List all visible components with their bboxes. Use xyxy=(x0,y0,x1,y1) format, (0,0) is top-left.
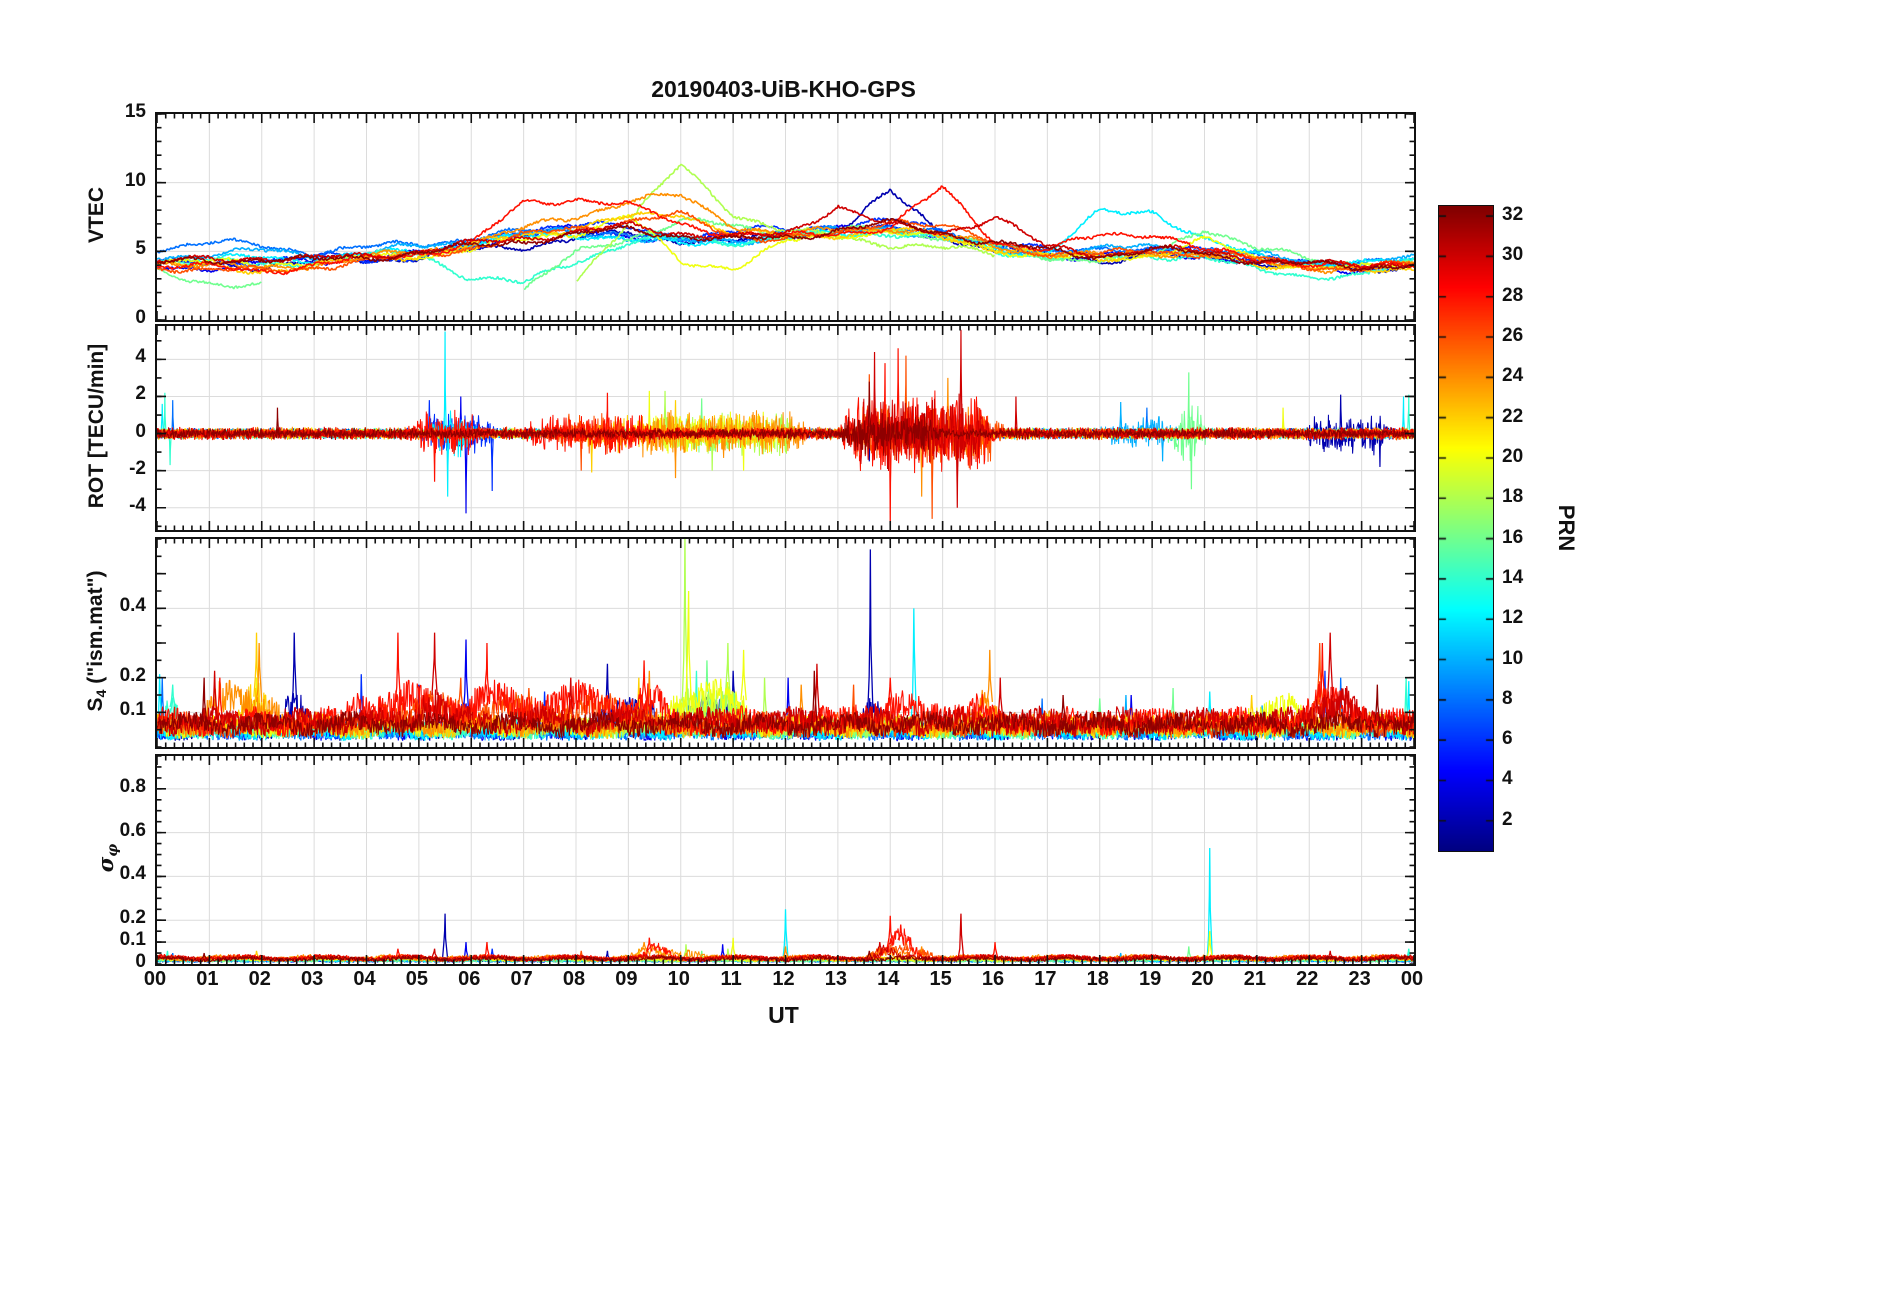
x-tick-label: 15 xyxy=(929,968,952,990)
y-tick-label: 0.1 xyxy=(119,929,146,951)
x-tick-label: 22 xyxy=(1296,968,1319,990)
x-tick-label: 21 xyxy=(1243,968,1266,990)
y-tick-label: 0.4 xyxy=(119,863,146,885)
colorbar-tick-label: 14 xyxy=(1502,566,1524,588)
x-tick-label: 08 xyxy=(562,968,586,990)
axis-label-segment: S xyxy=(83,697,107,712)
colorbar-tick-label: 18 xyxy=(1502,486,1524,508)
axis-label-segment: 4 xyxy=(94,689,111,698)
sigma-phi-axis-label: σφ xyxy=(93,844,121,872)
x-tick-label: 18 xyxy=(1086,968,1109,990)
colorbar-label: PRN xyxy=(1554,504,1579,551)
colorbar-tick-label: 4 xyxy=(1502,768,1513,790)
x-tick-label: 17 xyxy=(1034,968,1057,990)
x-tick-label: 04 xyxy=(353,968,376,990)
colorbar-tick-label: 20 xyxy=(1502,445,1524,467)
x-tick-label: 02 xyxy=(248,968,271,990)
y-tick-label: 10 xyxy=(124,169,146,191)
y-tick-label: 0 xyxy=(135,307,146,328)
s4-panel xyxy=(155,537,1416,749)
y-tick-label: 0.1 xyxy=(119,699,146,721)
prn-colorbar xyxy=(1438,205,1494,852)
colorbar-gradient xyxy=(1439,206,1493,851)
colorbar-tick-label: 24 xyxy=(1502,365,1524,387)
axis-label-segment: σ xyxy=(92,856,118,873)
y-tick-label: 15 xyxy=(124,101,146,122)
x-tick-label: 07 xyxy=(510,968,533,990)
y-tick-label: 4 xyxy=(135,346,146,368)
axis-label-segment: φ xyxy=(105,843,122,857)
vtec-panel xyxy=(155,112,1416,322)
x-tick-label: 10 xyxy=(667,968,690,990)
x-tick-label: 06 xyxy=(458,968,481,990)
vtec-axis-label: VTEC xyxy=(85,187,109,243)
colorbar-tick-label: 22 xyxy=(1502,405,1524,427)
x-tick-label: 11 xyxy=(720,968,742,990)
colorbar-tick-label: 28 xyxy=(1502,284,1524,306)
x-tick-label: 01 xyxy=(196,968,219,990)
y-tick-label: 0 xyxy=(135,420,146,442)
x-tick-label: 00 xyxy=(1400,968,1424,990)
colorbar-tick-label: 26 xyxy=(1502,325,1524,347)
x-tick-label: 13 xyxy=(824,968,847,990)
y-tick-label: 5 xyxy=(135,238,146,260)
colorbar-tick-label: 12 xyxy=(1502,607,1524,629)
x-tick-label: 23 xyxy=(1348,968,1371,990)
sigma-phi-panel xyxy=(155,754,1416,966)
y-tick-label: 0.8 xyxy=(119,775,146,797)
colorbar-tick-label: 10 xyxy=(1502,647,1524,669)
x-tick-label: 14 xyxy=(877,968,900,990)
y-tick-label: 2 xyxy=(135,383,146,405)
colorbar-tick-label: 6 xyxy=(1502,728,1513,750)
rot-axis-label: ROT [TECU/min] xyxy=(85,344,109,508)
x-tick-label: 19 xyxy=(1139,968,1162,990)
x-tick-label: 12 xyxy=(772,968,795,990)
x-tick-label: 20 xyxy=(1191,968,1214,990)
rot-panel xyxy=(155,324,1416,532)
axis-label-segment: ("ism.mat") xyxy=(83,570,107,690)
colorbar-tick-label: 16 xyxy=(1502,526,1524,548)
y-tick-label: 0.6 xyxy=(119,819,146,841)
vtec-plot-canvas xyxy=(157,114,1414,320)
chart-title: 20190403-UiB-KHO-GPS xyxy=(651,76,916,102)
x-tick-label: 03 xyxy=(301,968,324,990)
axis-label-segment: ROT [TECU/min] xyxy=(85,343,108,509)
rot-plot-canvas xyxy=(157,326,1414,530)
x-tick-label: 16 xyxy=(981,968,1005,990)
colorbar-tick-label: 8 xyxy=(1502,687,1513,709)
s4-axis-label: S4 ("ism.mat") xyxy=(84,570,110,711)
x-tick-label: 00 xyxy=(143,968,167,990)
axis-label-segment: VTEC xyxy=(85,186,108,244)
y-tick-label: -2 xyxy=(129,457,146,479)
x-tick-label: 05 xyxy=(405,968,428,990)
sigma-phi-plot-canvas xyxy=(157,756,1414,964)
s4-plot-canvas xyxy=(157,539,1414,747)
y-tick-label: 0.4 xyxy=(119,595,146,617)
x-axis-label: UT xyxy=(768,1002,799,1028)
y-tick-label: 0.2 xyxy=(119,664,146,686)
y-tick-label: 0.2 xyxy=(119,907,146,929)
x-tick-label: 09 xyxy=(615,968,638,990)
y-tick-label: 0 xyxy=(135,951,146,972)
colorbar-tick-label: 2 xyxy=(1502,808,1513,830)
colorbar-tick-label: 30 xyxy=(1502,244,1524,266)
y-tick-label: -4 xyxy=(129,494,146,516)
colorbar-tick-label: 32 xyxy=(1502,204,1524,226)
